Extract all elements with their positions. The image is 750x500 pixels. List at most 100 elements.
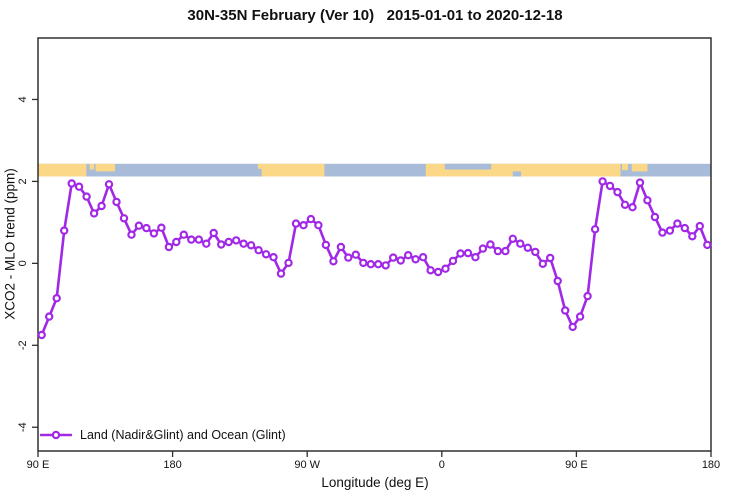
y-tick-label: 0 (17, 260, 29, 266)
data-point-marker (284, 258, 293, 268)
data-point-marker (658, 228, 667, 237)
map-strip-land-segment (89, 163, 95, 170)
data-point-marker (187, 235, 196, 244)
map-strip-land-segment (95, 163, 116, 172)
x-tick-label: 90 W (294, 459, 320, 471)
data-point-marker (508, 234, 517, 243)
x-tick-label: 90 E (565, 459, 588, 471)
data-point-marker (680, 223, 690, 233)
data-point-marker (59, 226, 69, 235)
data-point-marker (134, 221, 144, 230)
data-point-marker (164, 242, 174, 252)
data-point-marker (142, 223, 151, 233)
x-tick-label: 90 E (27, 459, 50, 471)
data-point-marker (231, 236, 241, 245)
data-point-marker (194, 235, 203, 244)
data-point-marker (493, 246, 503, 256)
data-point-marker (605, 181, 615, 191)
data-point-marker (456, 249, 465, 258)
data-point-marker (149, 229, 159, 238)
data-point-marker (321, 240, 331, 250)
data-point-marker (433, 267, 443, 277)
data-point-marker (568, 322, 577, 332)
data-point-marker (635, 178, 645, 187)
data-point-marker (239, 239, 248, 248)
data-point-marker (104, 180, 114, 189)
data-point-marker (261, 250, 271, 259)
data-point-marker (276, 269, 286, 278)
data-line (40, 180, 709, 337)
data-point-marker (501, 246, 510, 256)
data-point-marker (418, 253, 428, 262)
map-strip-sea-overlay (512, 171, 522, 177)
data-point-marker (598, 177, 607, 186)
map-strip-land-segment (261, 163, 325, 177)
map-strip-land-segment (622, 163, 628, 171)
x-tick-label: 180 (163, 459, 181, 471)
data-point-marker (336, 242, 346, 252)
data-point-marker (45, 312, 54, 321)
data-point-marker (590, 225, 600, 234)
data-point-marker (553, 276, 562, 286)
data-point-marker (538, 259, 548, 268)
data-point-marker (359, 258, 368, 268)
data-point-marker (157, 223, 166, 232)
data-point-marker (127, 230, 136, 239)
data-point-marker (329, 257, 338, 266)
y-tick-label: -2 (17, 340, 29, 350)
y-tick-label: 2 (17, 178, 29, 184)
data-point-marker (486, 240, 495, 249)
x-tick-label: 180 (702, 459, 720, 471)
data-point-marker (426, 266, 435, 275)
data-point-marker (314, 220, 323, 230)
data-point-marker (246, 241, 256, 250)
data-point-marker (299, 220, 308, 230)
data-point-marker (37, 330, 46, 340)
y-axis-label: XCO2 - MLO trend (ppm) (2, 168, 18, 320)
data-point-marker (441, 264, 450, 273)
data-point-marker (628, 202, 637, 212)
data-point-marker (448, 256, 458, 266)
chart-title: 30N-35N February (Ver 10) 2015-01-01 to … (187, 7, 563, 24)
data-point-marker (620, 200, 630, 209)
legend: Land (Nadir&Glint) and Ocean (Glint) (40, 428, 286, 442)
data-point-marker (703, 240, 712, 250)
data-point-marker (643, 196, 652, 205)
data-point-marker (463, 248, 473, 258)
data-point-marker (209, 228, 218, 238)
data-point-marker (546, 253, 555, 263)
data-point-marker (688, 232, 697, 241)
data-point-marker (396, 256, 405, 265)
data-point-marker (404, 250, 413, 260)
data-point-marker (224, 237, 233, 247)
data-point-marker (411, 255, 420, 264)
data-point-marker (74, 182, 84, 191)
y-tick-label: -4 (17, 422, 29, 432)
data-point-marker (366, 260, 375, 269)
data-point-marker (254, 245, 263, 255)
data-point-marker (82, 192, 91, 201)
data-point-marker (583, 291, 592, 301)
data-point-marker (97, 201, 106, 211)
legend-line-marker-icon (40, 430, 72, 440)
data-point-marker (381, 261, 390, 270)
data-point-marker (202, 239, 211, 248)
data-point-marker (561, 306, 570, 315)
data-point-marker (374, 260, 383, 269)
data-point-marker (575, 312, 585, 321)
data-point-marker (650, 212, 660, 222)
data-point-marker (523, 243, 533, 252)
y-tick-label: 4 (17, 96, 29, 102)
map-strip-sea-overlay (444, 163, 492, 170)
data-point-marker (216, 240, 226, 249)
data-point-marker (695, 221, 705, 231)
map-strip (38, 163, 711, 177)
legend-label: Land (Nadir&Glint) and Ocean (Glint) (80, 428, 286, 442)
data-point-marker (112, 197, 121, 207)
x-axis-label: Longitude (deg E) (321, 475, 429, 490)
map-strip-land-segment (257, 163, 262, 169)
data-point-marker (471, 253, 480, 262)
data-point-marker (119, 214, 129, 223)
data-point-marker (269, 253, 278, 262)
